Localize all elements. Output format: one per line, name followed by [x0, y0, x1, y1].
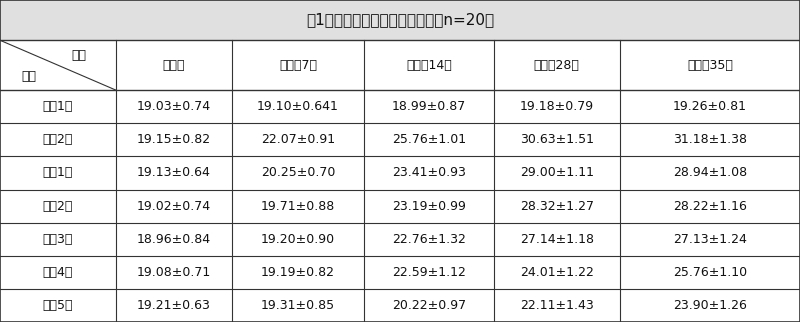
- Text: 24.01±1.22: 24.01±1.22: [520, 266, 594, 279]
- Text: 23.90±1.26: 23.90±1.26: [673, 299, 747, 312]
- Text: 27.14±1.18: 27.14±1.18: [520, 233, 594, 246]
- Text: 19.10±0.641: 19.10±0.641: [257, 100, 339, 113]
- Text: 22.59±1.12: 22.59±1.12: [392, 266, 466, 279]
- Text: 对照2组: 对照2组: [43, 133, 73, 146]
- Text: 实验4组: 实验4组: [43, 266, 73, 279]
- Text: 19.21±0.63: 19.21±0.63: [137, 299, 211, 312]
- Text: 28.94±1.08: 28.94±1.08: [673, 166, 747, 179]
- Text: 实验第35天: 实验第35天: [687, 59, 733, 72]
- Text: 23.41±0.93: 23.41±0.93: [392, 166, 466, 179]
- Text: 20.25±0.70: 20.25±0.70: [261, 166, 335, 179]
- Text: 28.22±1.16: 28.22±1.16: [673, 200, 747, 213]
- Text: 18.99±0.87: 18.99±0.87: [392, 100, 466, 113]
- Text: 19.03±0.74: 19.03±0.74: [137, 100, 211, 113]
- Text: 19.15±0.82: 19.15±0.82: [137, 133, 211, 146]
- Text: 22.07±0.91: 22.07±0.91: [261, 133, 335, 146]
- Text: 22.76±1.32: 22.76±1.32: [392, 233, 466, 246]
- Text: 29.00±1.11: 29.00±1.11: [520, 166, 594, 179]
- Text: 30.63±1.51: 30.63±1.51: [520, 133, 594, 146]
- Text: 实验第14天: 实验第14天: [406, 59, 452, 72]
- Text: 表1：给药前后眼压对比情况表（n=20）: 表1：给药前后眼压对比情况表（n=20）: [306, 13, 494, 28]
- Text: 19.26±0.81: 19.26±0.81: [673, 100, 747, 113]
- Text: 19.08±0.71: 19.08±0.71: [137, 266, 211, 279]
- Text: 25.76±1.01: 25.76±1.01: [392, 133, 466, 146]
- Text: 实验第7天: 实验第7天: [279, 59, 317, 72]
- Text: 22.11±1.43: 22.11±1.43: [520, 299, 594, 312]
- Text: 19.02±0.74: 19.02±0.74: [137, 200, 211, 213]
- Text: 对照1组: 对照1组: [43, 100, 73, 113]
- Text: 19.20±0.90: 19.20±0.90: [261, 233, 335, 246]
- Text: 19.31±0.85: 19.31±0.85: [261, 299, 335, 312]
- Text: 实验3组: 实验3组: [43, 233, 73, 246]
- Text: 18.96±0.84: 18.96±0.84: [137, 233, 211, 246]
- Text: 实验1组: 实验1组: [43, 166, 73, 179]
- Text: 组别: 组别: [22, 70, 37, 83]
- Text: 27.13±1.24: 27.13±1.24: [673, 233, 747, 246]
- Text: 23.19±0.99: 23.19±0.99: [392, 200, 466, 213]
- Text: 31.18±1.38: 31.18±1.38: [673, 133, 747, 146]
- Text: 28.32±1.27: 28.32±1.27: [520, 200, 594, 213]
- Text: 给药前: 给药前: [162, 59, 186, 72]
- Text: 19.13±0.64: 19.13±0.64: [137, 166, 211, 179]
- Text: 实验第28天: 实验第28天: [534, 59, 580, 72]
- Text: 19.19±0.82: 19.19±0.82: [261, 266, 335, 279]
- Text: 实验5组: 实验5组: [42, 299, 74, 312]
- Text: 19.18±0.79: 19.18±0.79: [520, 100, 594, 113]
- Text: 25.76±1.10: 25.76±1.10: [673, 266, 747, 279]
- Text: 19.71±0.88: 19.71±0.88: [261, 200, 335, 213]
- Text: 眼压: 眼压: [71, 49, 86, 62]
- Text: 实验2组: 实验2组: [43, 200, 73, 213]
- Bar: [0, 0, 800, 40]
- Text: 20.22±0.97: 20.22±0.97: [392, 299, 466, 312]
